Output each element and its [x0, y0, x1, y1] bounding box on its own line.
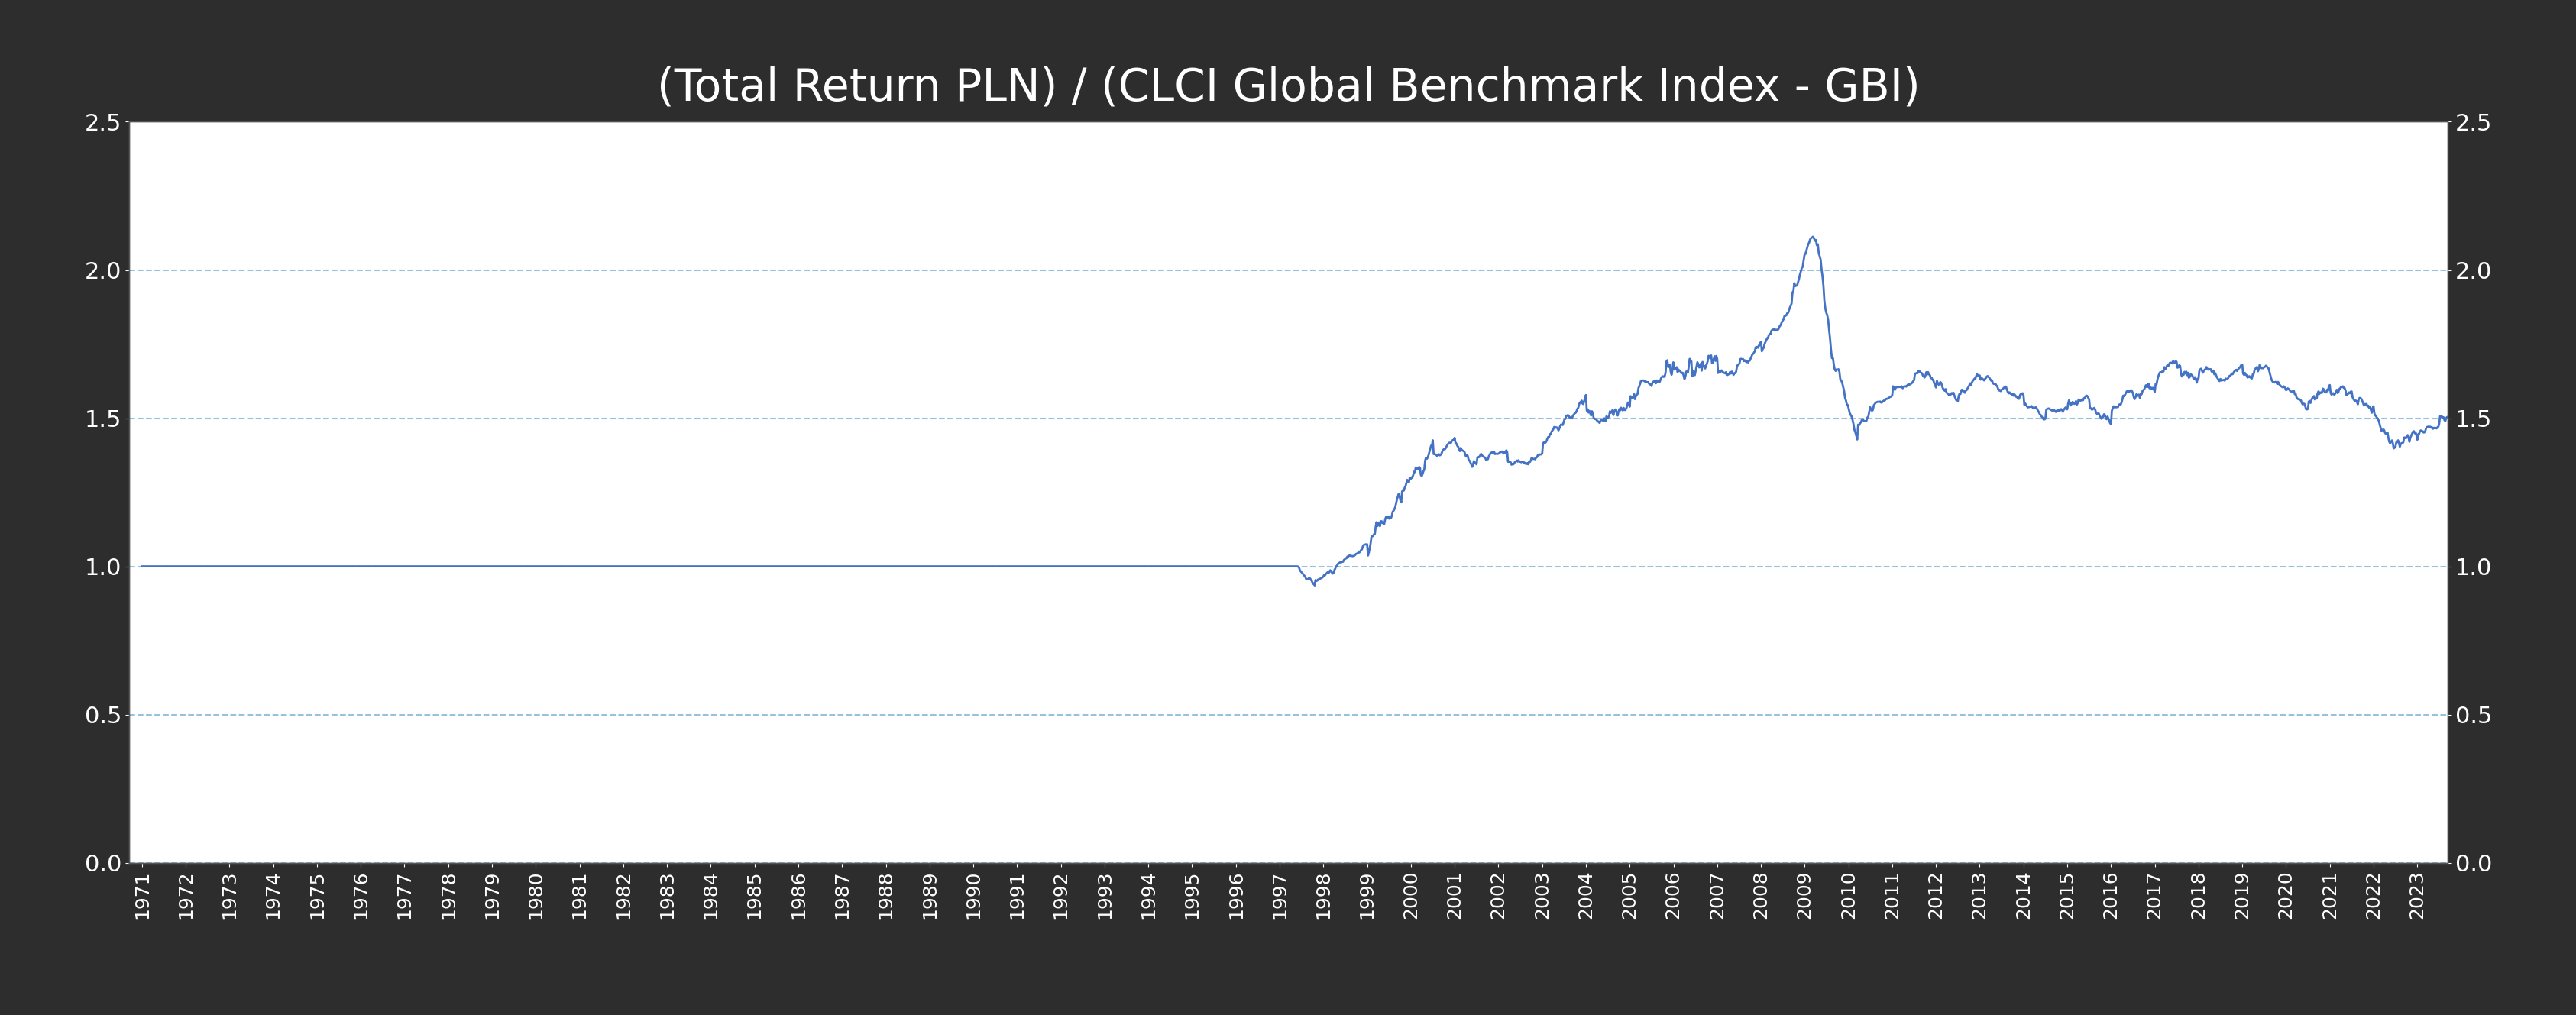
Title: (Total Return PLN) / (CLCI Global Benchmark Index - GBI): (Total Return PLN) / (CLCI Global Benchm… [657, 66, 1919, 110]
